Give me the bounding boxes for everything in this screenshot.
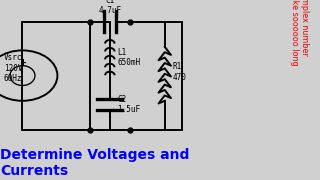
Text: C2
1.5uF: C2 1.5uF — [117, 95, 140, 114]
Text: +: + — [19, 58, 26, 67]
Text: C1
4.7uF: C1 4.7uF — [98, 0, 121, 15]
Text: Determine Voltages and
Currents: Determine Voltages and Currents — [0, 148, 189, 178]
Text: L1
650mH: L1 650mH — [117, 48, 140, 67]
Text: ARRRGGH. Complex number
calculations take soooooo long: ARRRGGH. Complex number calculations tak… — [290, 0, 309, 66]
Text: R1
470: R1 470 — [172, 62, 186, 82]
Text: Vsrc
120V
60Hz: Vsrc 120V 60Hz — [4, 53, 22, 83]
